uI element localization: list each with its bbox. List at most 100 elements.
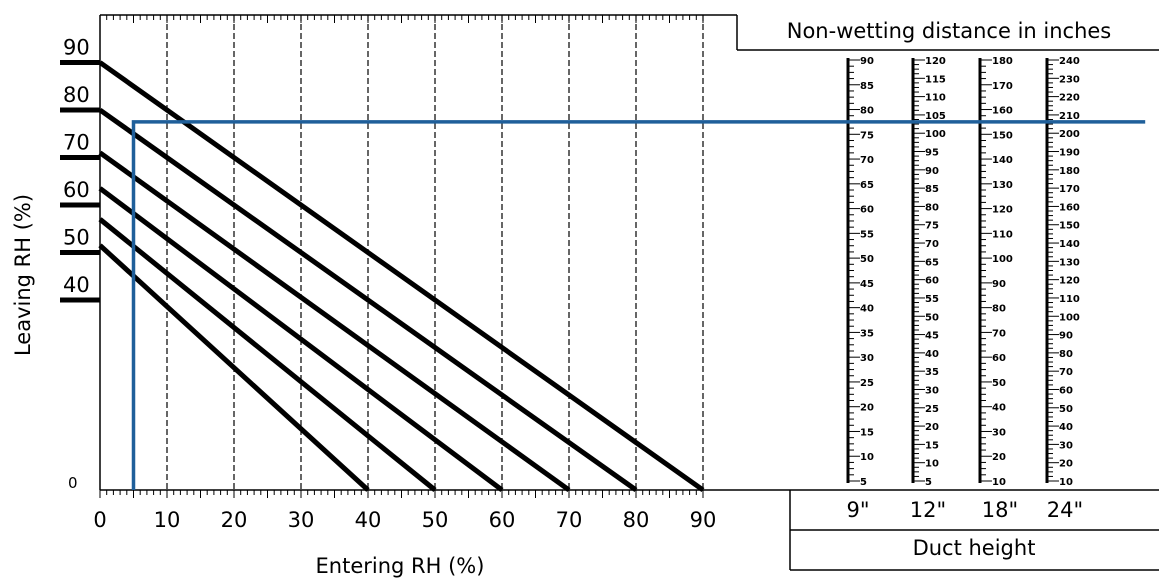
y-tick-label: 90 [63, 36, 90, 60]
nomograph-tick-label: 90 [925, 166, 939, 177]
duct-size-label: 9" [846, 498, 869, 522]
nomograph-tick-label: 30 [992, 427, 1006, 438]
nomograph-tick-label: 60 [925, 276, 939, 287]
nomograph-tick-label: 40 [925, 349, 939, 360]
y-axis-label: Leaving RH (%) [11, 194, 35, 356]
nomograph-title: Non-wetting distance in inches [787, 19, 1112, 43]
nomograph-tick-label: 160 [1059, 202, 1080, 213]
nomograph-tick-label: 35 [925, 367, 939, 378]
nomograph-tick-label: 115 [925, 74, 946, 85]
nomograph-tick-label: 50 [860, 254, 874, 265]
nomograph-tick-label: 85 [925, 184, 939, 195]
axis-ticks: 0 10 20 30 40 50 60 70 80 90 90 80 70 60 50 40 0 [60, 15, 716, 532]
series-line [98, 60, 705, 493]
nomograph-tick-label: 45 [860, 279, 874, 290]
nomograph-tick-label: 160 [992, 106, 1013, 117]
nomograph-tick-label: 80 [1059, 349, 1073, 360]
nomograph-tick-label: 170 [1059, 184, 1080, 195]
nomograph-tick-label: 240 [1059, 56, 1080, 67]
x-tick-label: 90 [690, 508, 717, 532]
nomograph-tick-label: 5 [925, 477, 932, 488]
nomograph-tick-label: 90 [860, 56, 874, 67]
nomograph-tick-label: 180 [1059, 166, 1080, 177]
nomograph-tick-label: 40 [1059, 422, 1073, 433]
nomograph-tick-label: 60 [860, 205, 874, 216]
nomograph-tick-label: 120 [1059, 276, 1080, 287]
nomograph-tick-label: 20 [925, 422, 939, 433]
nomograph-tick-label: 50 [1059, 404, 1073, 415]
nomograph-tick-label: 80 [860, 106, 874, 117]
nomograph-tick-label: 30 [925, 385, 939, 396]
x-tick-label: 30 [288, 508, 315, 532]
x-tick-label: 20 [221, 508, 248, 532]
example-path [131, 120, 1146, 490]
series-line [98, 186, 504, 492]
nomograph-tick-label: 25 [860, 378, 874, 389]
nomograph-tick-label: 70 [860, 155, 874, 166]
nomograph-tick-label: 10 [925, 459, 939, 470]
nomograph-tick-label: 100 [925, 129, 946, 140]
nomograph-tick-label: 110 [1059, 294, 1080, 305]
nomograph-tick-label: 150 [1059, 221, 1080, 232]
nomograph-tick-label: 130 [1059, 257, 1080, 268]
y-tick-label: 0 [68, 474, 78, 492]
grid-lines [166, 15, 704, 490]
nomograph-tick-label: 90 [1059, 331, 1073, 342]
nomograph-tick-label: 170 [992, 81, 1013, 92]
y-tick-label: 50 [63, 226, 90, 250]
nomograph-tick-label: 30 [860, 353, 874, 364]
nomograph-tick-label: 90 [992, 279, 1006, 290]
nomograph-tick-label: 25 [925, 404, 939, 415]
nomograph-tick-label: 150 [992, 130, 1013, 141]
nomograph-tick-label: 70 [925, 239, 939, 250]
nomograph-tick-label: 70 [992, 328, 1006, 339]
series-line [98, 107, 638, 493]
y-tick-label: 60 [63, 178, 90, 202]
nomograph-tick-label: 100 [1059, 312, 1080, 323]
nomograph-tick-label: 35 [860, 328, 874, 339]
nomograph-tick-label: 45 [925, 331, 939, 342]
nomograph-tick-label: 100 [992, 254, 1013, 265]
nomograph-tick-label: 180 [992, 56, 1013, 67]
nomograph-tick-label: 10 [1059, 477, 1073, 488]
x-tick-label: 40 [355, 508, 382, 532]
nomograph-tick-label: 40 [860, 304, 874, 315]
series-line [98, 243, 370, 492]
nomograph-tick-label: 55 [925, 294, 939, 305]
nomograph-tick-label: 220 [1059, 93, 1080, 104]
nomograph-tick-label: 105 [925, 111, 946, 122]
y-tick-label: 40 [63, 273, 90, 297]
nomograph-tick-label: 10 [992, 477, 1006, 488]
nomograph-tick-label: 110 [925, 93, 946, 104]
nomograph-tick-label: 110 [992, 229, 1013, 240]
x-tick-label: 70 [556, 508, 583, 532]
nomograph-tick-label: 50 [992, 378, 1006, 389]
nomograph-tick-label: 65 [860, 180, 874, 191]
nomograph-tick-label: 20 [1059, 459, 1073, 470]
x-tick-label: 0 [93, 508, 106, 532]
nomograph-tick-label: 65 [925, 257, 939, 268]
nomograph: 908580757065605550454035302520151059"120… [846, 56, 1083, 522]
duct-size-label: 18" [982, 498, 1018, 522]
duct-size-label: 12" [910, 498, 946, 522]
nomograph-tick-label: 55 [860, 229, 874, 240]
series-lines [98, 60, 705, 493]
nomograph-tick-label: 140 [992, 155, 1013, 166]
x-tick-label: 10 [154, 508, 181, 532]
series-line [98, 217, 437, 492]
series-line [98, 150, 571, 493]
nomograph-tick-label: 20 [860, 403, 874, 414]
x-tick-label: 80 [623, 508, 650, 532]
nomograph-tick-label: 50 [925, 312, 939, 323]
nomograph-tick-label: 95 [925, 148, 939, 159]
nomograph-tick-label: 30 [1059, 440, 1073, 451]
duct-size-label: 24" [1047, 498, 1083, 522]
x-axis-label: Entering RH (%) [316, 554, 485, 578]
x-tick-label: 60 [489, 508, 516, 532]
nomograph-tick-label: 60 [1059, 385, 1073, 396]
nomograph-tick-label: 230 [1059, 74, 1080, 85]
y-tick-label: 70 [63, 131, 90, 155]
x-tick-label: 50 [422, 508, 449, 532]
nomograph-tick-label: 85 [860, 81, 874, 92]
